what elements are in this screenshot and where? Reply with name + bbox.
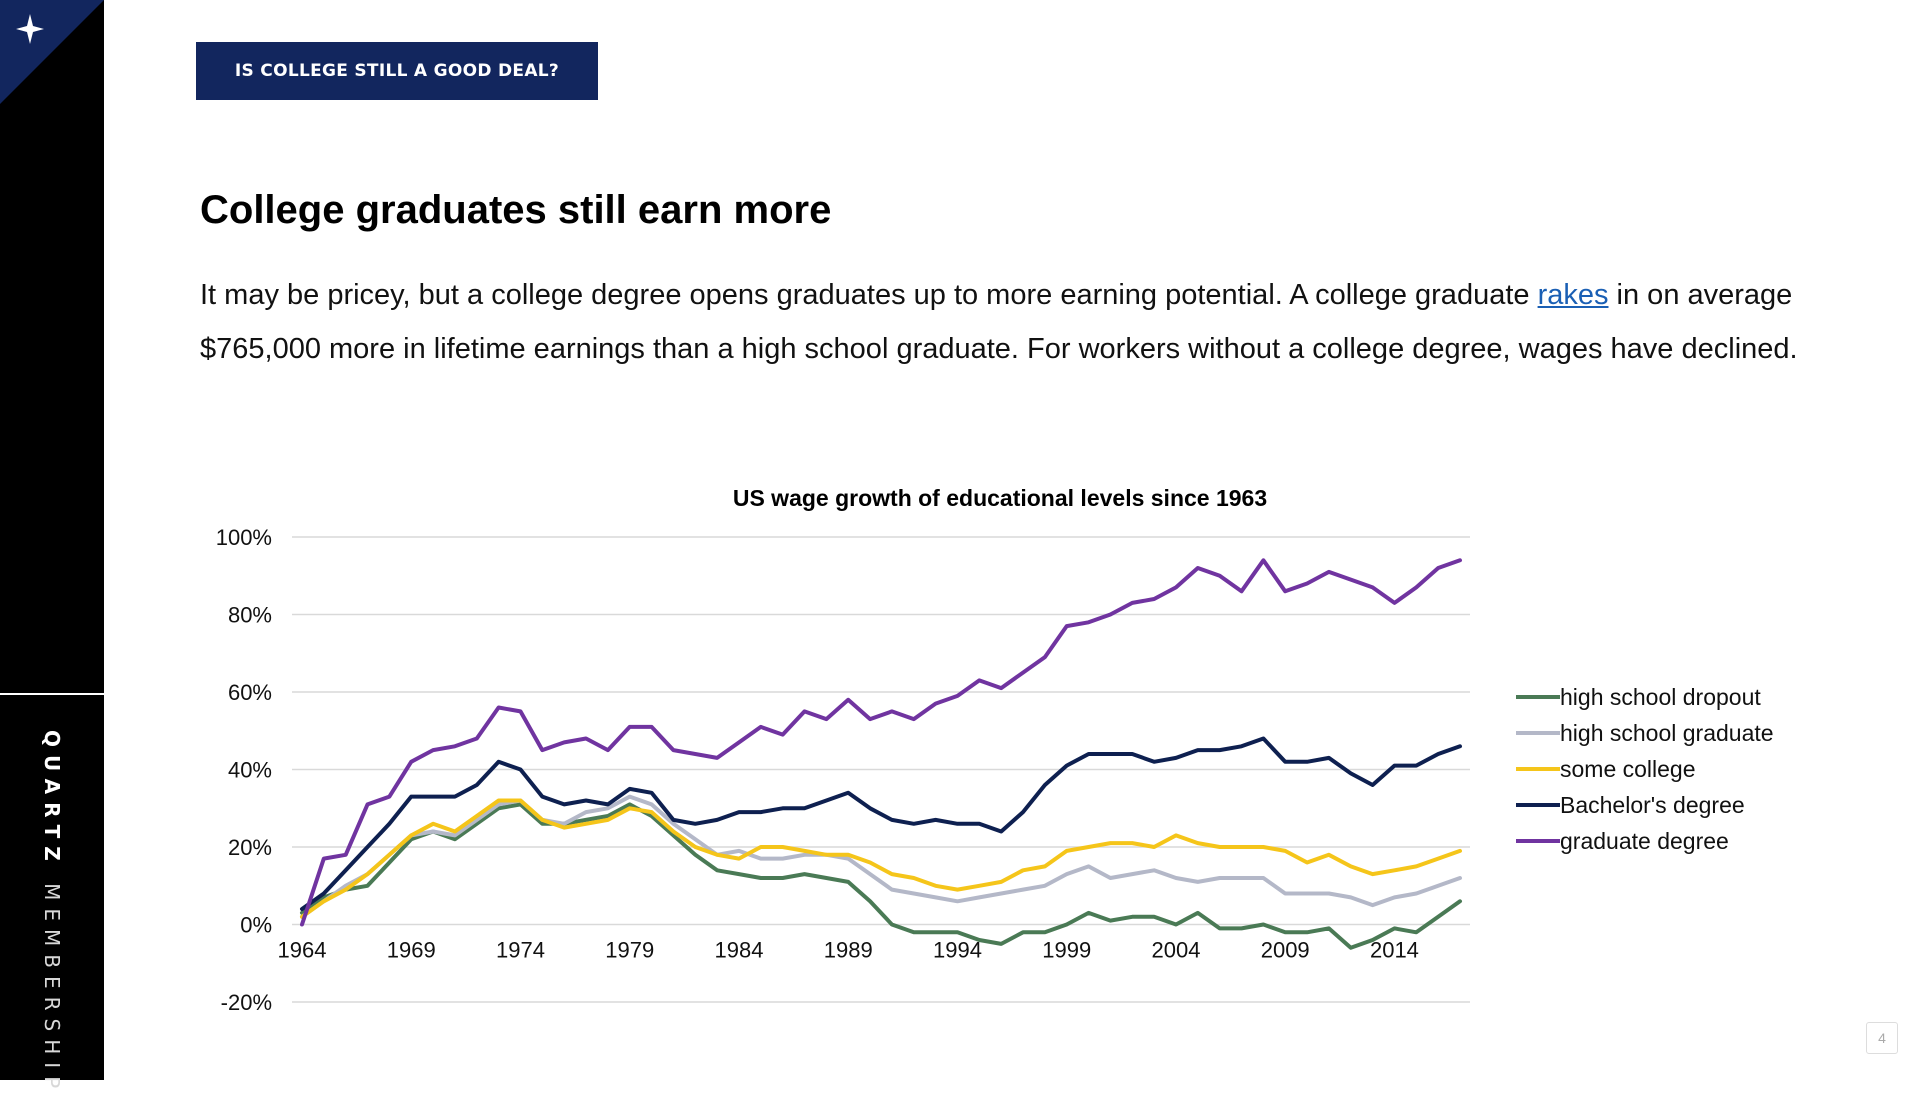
legend-label: Bachelor's degree (1560, 792, 1745, 818)
legend-label: high school graduate (1560, 720, 1774, 746)
body-text-before: It may be pricey, but a college degree o… (200, 279, 1538, 311)
y-tick-label: -20% (221, 990, 272, 1015)
brand-wordmark: QUARTZ MEMBERSHIP (40, 730, 64, 1096)
sidebar-divider (0, 693, 104, 695)
x-tick-label: 1974 (496, 938, 545, 963)
page-number: 4 (1866, 1022, 1898, 1054)
body-text-after: in on average $765,000 more in lifetime … (200, 279, 1798, 365)
y-tick-label: 60% (228, 680, 272, 705)
x-tick-label: 1969 (387, 938, 436, 963)
series-line (300, 794, 1462, 919)
brand-light: MEMBERSHIP (40, 883, 64, 1096)
y-tick-label: 0% (240, 913, 272, 938)
sparkle-icon (16, 14, 44, 44)
brand-bold: QUARTZ (40, 730, 64, 869)
x-tick-label: 1984 (715, 938, 764, 963)
slide-title: College graduates still earn more (200, 188, 832, 232)
series-line (300, 798, 1462, 919)
y-tick-label: 40% (228, 758, 272, 783)
x-tick-label: 2009 (1261, 938, 1310, 963)
y-tick-label: 20% (228, 835, 272, 860)
chart-title: US wage growth of educational levels sin… (732, 485, 1268, 511)
legend-label: high school dropout (1560, 684, 1761, 710)
legend-label: graduate degree (1560, 828, 1729, 854)
series-line (300, 736, 1462, 911)
section-tag: IS COLLEGE STILL A GOOD DEAL? (196, 42, 598, 100)
body-paragraph: It may be pricey, but a college degree o… (200, 268, 1800, 376)
x-tick-label: 2004 (1151, 938, 1200, 963)
series-line (300, 558, 1462, 927)
y-tick-label: 80% (228, 603, 272, 628)
x-tick-label: 1964 (278, 938, 327, 963)
section-tag-label: IS COLLEGE STILL A GOOD DEAL? (234, 61, 560, 81)
series-line (300, 802, 1462, 950)
legend-label: some college (1560, 756, 1696, 782)
rakes-link[interactable]: rakes (1537, 279, 1609, 311)
sidebar: QUARTZ MEMBERSHIP (0, 0, 104, 1096)
x-tick-label: 1994 (933, 938, 982, 963)
corner-badge (0, 0, 104, 104)
x-tick-label: 1979 (605, 938, 654, 963)
y-tick-label: 100% (216, 525, 272, 550)
x-tick-label: 1989 (824, 938, 873, 963)
x-tick-label: 2014 (1370, 938, 1419, 963)
x-tick-label: 1999 (1042, 938, 1091, 963)
